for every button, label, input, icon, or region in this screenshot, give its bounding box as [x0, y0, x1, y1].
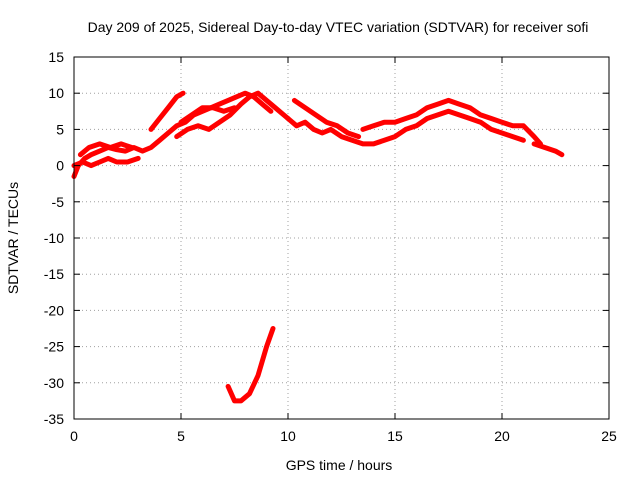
series-arc-1	[71, 90, 274, 179]
series-arc-2	[71, 155, 141, 169]
y-tick-label: -25	[44, 339, 64, 355]
y-tick-label: -5	[52, 194, 65, 210]
plot-frame	[73, 56, 610, 420]
x-tick-label: 10	[280, 428, 296, 444]
x-tick-label: 0	[70, 428, 78, 444]
y-tick-label: 10	[48, 85, 64, 101]
x-tick-label: 15	[387, 428, 403, 444]
grid-lines	[74, 57, 609, 419]
series-arc-7	[285, 108, 526, 147]
x-tick-label: 25	[601, 428, 617, 444]
series-arc-8	[291, 97, 362, 140]
y-tick-label: -20	[44, 302, 64, 318]
y-tick-label: 5	[56, 121, 64, 137]
x-tick-label: 5	[177, 428, 185, 444]
x-axis-title: GPS time / hours	[286, 457, 393, 473]
series-arc-11	[225, 326, 276, 404]
y-tick-label: 15	[48, 49, 64, 65]
y-axis-title: SDTVAR / TECUs	[5, 182, 21, 294]
series-arc-3	[77, 141, 135, 158]
y-tick-label: -35	[44, 411, 64, 427]
axes: 0 5 10 15 20 25 15 10 5 0 -5 -10 -15 -20 -25 -30 -35	[44, 49, 617, 444]
data-series	[71, 90, 565, 404]
y-tick-label: 0	[56, 158, 64, 174]
y-tick-label: -10	[44, 230, 64, 246]
chart-title: Day 209 of 2025, Sidereal Day-to-day VTE…	[88, 19, 589, 35]
series-arc-5	[174, 90, 291, 140]
x-tick-label: 20	[494, 428, 510, 444]
series-arc-10	[531, 141, 565, 158]
y-tick-label: -15	[44, 266, 64, 282]
series-arc-9	[360, 97, 543, 147]
y-tick-label: -30	[44, 375, 64, 391]
series-arc-4	[148, 90, 186, 132]
series-arc-6	[178, 105, 237, 125]
